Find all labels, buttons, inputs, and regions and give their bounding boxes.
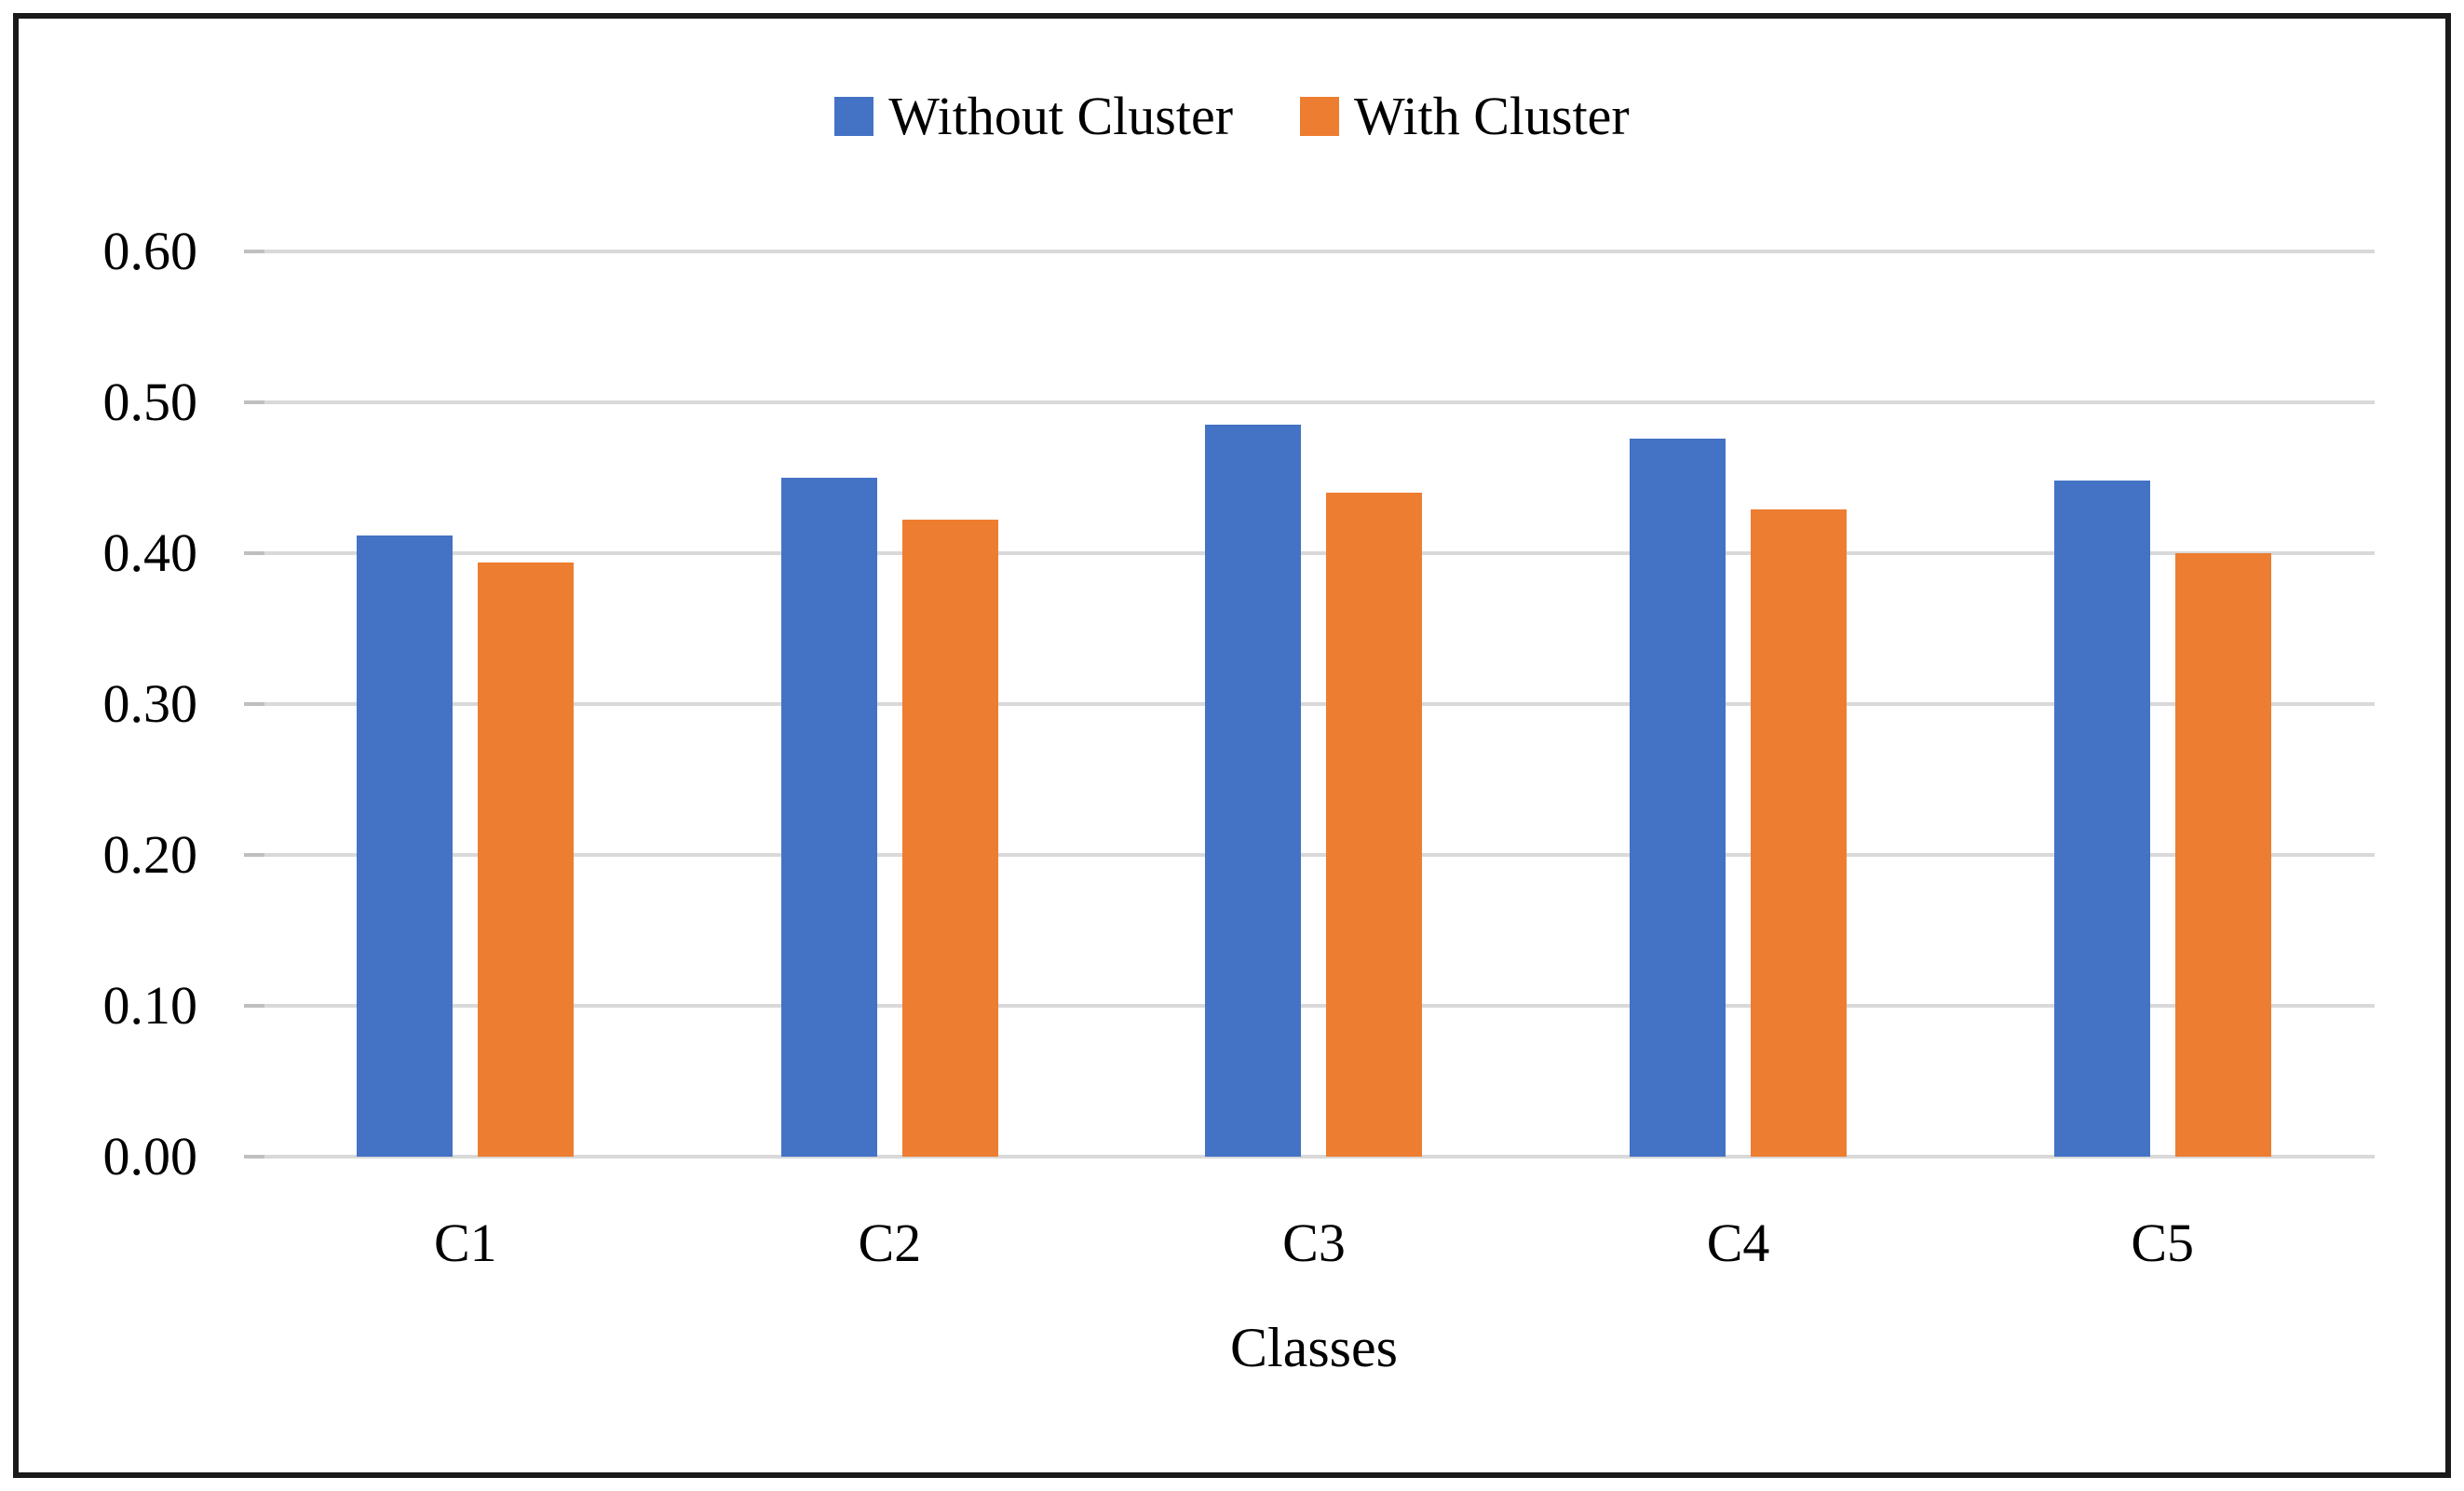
y-axis-tick-labels: 0.00 0.10 0.20 0.30 0.40 0.50 0.60 [102,221,198,1186]
bar-group-c1 [253,251,678,1157]
bar-without-cluster-c4 [1630,438,1726,1157]
bar-with-cluster-c3 [1326,493,1423,1157]
plot-area [244,250,2375,1159]
x-axis-title: Classes [1230,1317,1398,1378]
gridline-0.20 [253,853,2375,858]
y-tick-mark-0.40 [244,551,264,556]
legend-item-with-cluster: With Cluster [1300,89,1630,143]
bar-without-cluster-c1 [357,535,454,1157]
bar-group-c4 [1526,251,1951,1157]
bar-with-cluster-c2 [901,520,998,1157]
legend-swatch-without-cluster-icon [834,97,874,136]
bar-groups [253,251,2375,1157]
x-tick-label-c1: C1 [433,1213,497,1273]
bar-with-cluster-c4 [1751,509,1848,1157]
gridline-0.40 [253,551,2375,556]
bar-group-c2 [678,251,1103,1157]
legend-swatch-with-cluster-icon [1300,97,1340,136]
bar-group-c5 [1950,251,2375,1157]
gridline-0.60 [253,250,2375,253]
gridline-0.00 [253,1155,2375,1159]
y-tick-mark-0.00 [244,1155,264,1159]
bar-with-cluster-c5 [2174,553,2271,1157]
gridline-0.50 [253,400,2375,404]
bar-without-cluster-c3 [1205,425,1302,1157]
legend-item-without-cluster: Without Cluster [834,89,1233,143]
legend-label-without-cluster: Without Cluster [888,86,1234,146]
gridline-0.10 [253,1004,2375,1009]
gridline-0.30 [253,702,2375,706]
y-tick-mark-0.60 [244,250,264,253]
bar-with-cluster-c1 [478,562,575,1157]
x-tick-label-c4: C4 [1706,1213,1770,1273]
x-tick-label-c3: C3 [1282,1213,1346,1273]
legend: Without Cluster With Cluster [0,75,2464,158]
bar-without-cluster-c2 [780,478,877,1157]
bar-group-c3 [1102,251,1526,1157]
y-tick-mark-0.20 [244,853,264,858]
x-tick-label-c2: C2 [858,1213,922,1273]
legend-label-with-cluster: With Cluster [1354,86,1630,146]
x-axis-tick-labels: C1 C2 C3 C4 C5 [253,1211,2375,1276]
y-tick-mark-0.30 [244,702,264,706]
y-tick-mark-0.50 [244,400,264,404]
bar-without-cluster-c5 [2053,481,2150,1157]
y-tick-mark-0.10 [244,1004,264,1009]
x-tick-label-c5: C5 [2131,1213,2195,1273]
